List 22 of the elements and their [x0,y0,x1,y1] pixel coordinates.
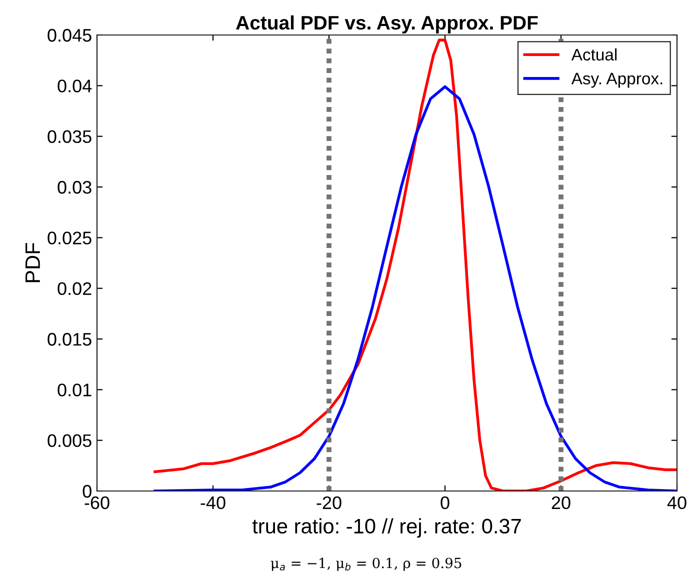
y-tick-label: 0.045 [48,28,92,42]
y-tick-label: 0.035 [48,130,92,144]
y-tick-label: 0.005 [48,434,92,448]
x-tick-label: 40 [667,496,686,510]
y-axis-title: PDF [26,243,40,282]
legend-label: Asy. Approx. [571,72,662,88]
y-tick-label: 0 [82,484,92,498]
y-tick-label: 0.04 [58,80,92,92]
x-tick-label: 20 [552,496,570,510]
chart-title: Actual PDF vs. Asy. Approx. PDF [236,15,538,34]
legend-label: Actual [571,48,617,61]
x-axis-title: true ratio: -10 // rej. rate: 0.37 [252,518,521,538]
x-tick-label: -60 [84,496,110,510]
y-tick-label: 0.015 [48,332,92,346]
y-tick-label: 0.01 [58,384,92,396]
y-tick-label: 0.03 [58,180,92,194]
y-tick-label: 0.025 [48,232,92,244]
y-tick-label: 0.02 [58,282,92,296]
x-tick-label: 0 [440,496,450,510]
text: μ$_{a}$ = −1, μ$_{b}$ = 0.1, ρ = 0.95 [270,558,462,571]
x-tick-label: -40 [200,496,226,510]
x-tick-label: -20 [316,496,342,510]
